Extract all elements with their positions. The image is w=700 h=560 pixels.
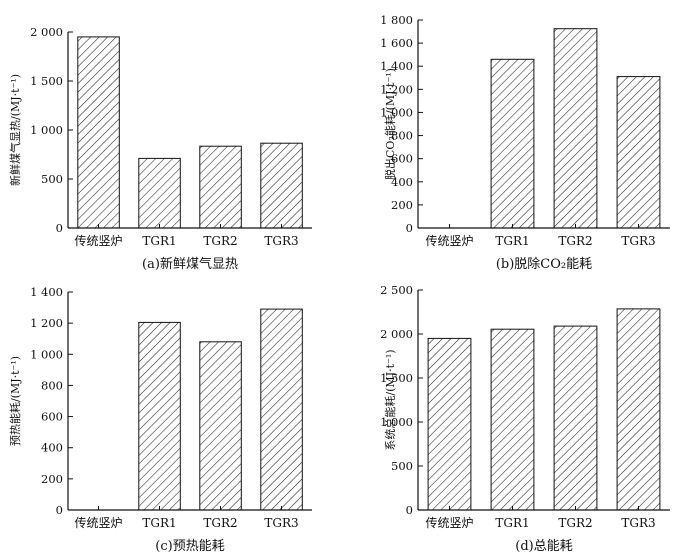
x-tick-label: TGR3 xyxy=(264,516,298,530)
x-tick-label: TGR1 xyxy=(495,234,529,248)
bar-TGR1 xyxy=(490,58,535,229)
y-tick-label: 2 500 xyxy=(380,283,413,297)
y-tick-label: 1 000 xyxy=(380,105,413,119)
bar-TGR2 xyxy=(553,325,598,511)
panel-caption: (a)新鲜煤气显热 xyxy=(142,256,238,272)
y-tick-label: 2 000 xyxy=(380,327,413,341)
x-tick-label: 传统竖炉 xyxy=(74,515,122,530)
x-tick-label: TGR2 xyxy=(203,234,237,248)
panel-caption: (b)脱除CO₂能耗 xyxy=(496,257,592,272)
y-tick-label: 1 000 xyxy=(30,123,63,137)
y-tick-label: 1 200 xyxy=(380,82,413,96)
y-tick-label: 400 xyxy=(391,175,413,189)
y-axis-title: 预热能耗/(MJ·t⁻¹) xyxy=(8,356,22,446)
y-tick-label: 1 500 xyxy=(30,74,63,88)
y-axis-title: 脱出CO₂能耗/(MJ·t⁻¹) xyxy=(383,68,397,180)
x-tick-label: TGR2 xyxy=(203,516,237,530)
bar-TGR2 xyxy=(199,145,242,229)
y-tick-label: 0 xyxy=(56,221,63,235)
y-tick-label: 600 xyxy=(41,410,63,424)
bar-TGR3 xyxy=(616,308,661,511)
x-tick-label: TGR2 xyxy=(558,516,592,530)
x-tick-label: 传统竖炉 xyxy=(425,233,473,248)
y-tick-label: 500 xyxy=(391,459,413,473)
y-tick-label: 1 000 xyxy=(30,347,63,361)
y-tick-label: 600 xyxy=(391,152,413,166)
chart-panel-1: 0 500 1 000 1 500 2 000 传统竖炉 TGR1 TGR2 TGR3 新鲜煤气显… xyxy=(8,25,312,272)
panel-caption: (c)预热能耗 xyxy=(155,539,224,554)
y-tick-label: 0 xyxy=(406,221,413,235)
y-tick-label: 1 400 xyxy=(30,285,63,299)
y-axis-title: 新鲜煤气显热/(MJ·t⁻¹) xyxy=(8,74,22,186)
panel-caption: (d)总能耗 xyxy=(515,539,572,554)
y-tick-label: 0 xyxy=(406,503,413,517)
bar-TGR1 xyxy=(138,157,181,229)
y-tick-label: 200 xyxy=(41,472,63,486)
bar-TGR1 xyxy=(490,328,535,511)
x-tick-label: TGR1 xyxy=(142,516,176,530)
bar-TGR3 xyxy=(616,76,661,229)
y-axis-title: 系统总能耗/(MJ·t⁻¹) xyxy=(383,349,397,450)
x-tick-label: TGR1 xyxy=(142,234,176,248)
y-tick-label: 1 600 xyxy=(380,36,413,50)
x-tick-label: 传统竖炉 xyxy=(425,515,473,530)
bar-TGR2 xyxy=(199,341,242,511)
x-tick-label: TGR3 xyxy=(264,234,298,248)
x-tick-label: TGR2 xyxy=(558,234,592,248)
y-tick-label: 1 400 xyxy=(380,59,413,73)
chart-panel-3: 0 200 400 600 800 1 000 1 200 1 400 传统竖炉 TGR1 TGR2… xyxy=(8,285,312,554)
chart-panel-4: 0 500 1 000 1 500 2 000 2 500 传统竖炉 TGR1 TGR2 TGR3… xyxy=(380,283,670,554)
chart-panel-2: 0 200 400 600 800 1 000 1 200 1 400 1 600 1 800 传统… xyxy=(380,13,670,272)
x-tick-label: TGR3 xyxy=(621,516,655,530)
bar-TGR3 xyxy=(260,308,303,511)
y-tick-label: 400 xyxy=(41,441,63,455)
bar-TGR2 xyxy=(553,28,598,229)
y-tick-label: 1 500 xyxy=(380,371,413,385)
y-tick-label: 800 xyxy=(391,129,413,143)
y-tick-label: 800 xyxy=(41,378,63,392)
bar-传统竖炉 xyxy=(427,337,472,511)
x-tick-label: TGR3 xyxy=(621,234,655,248)
y-tick-label: 1 800 xyxy=(380,13,413,27)
y-tick-label: 0 xyxy=(56,503,63,517)
bar-TGR3 xyxy=(260,142,303,229)
y-tick-label: 500 xyxy=(41,172,63,186)
y-tick-label: 1 000 xyxy=(380,415,413,429)
x-tick-label: TGR1 xyxy=(495,516,529,530)
bar-TGR1 xyxy=(138,321,181,511)
bar-传统竖炉 xyxy=(77,36,120,229)
y-tick-label: 200 xyxy=(391,198,413,212)
x-tick-label: 传统竖炉 xyxy=(74,233,122,248)
y-tick-label: 1 200 xyxy=(30,316,63,330)
y-tick-label: 2 000 xyxy=(30,25,63,39)
